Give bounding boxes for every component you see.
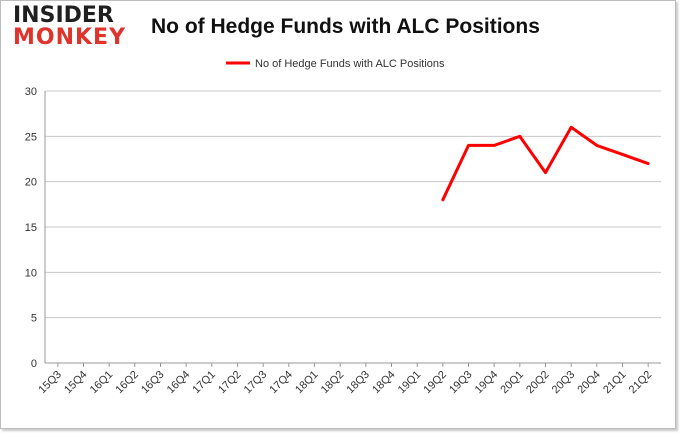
- x-tick-label-17Q1: 17Q1: [190, 369, 218, 397]
- x-tick-label-16Q3: 16Q3: [139, 369, 167, 397]
- series-lines: [441, 125, 650, 202]
- x-tick-label-16Q4: 16Q4: [165, 369, 193, 397]
- x-tick-label-20Q3: 20Q3: [550, 369, 578, 397]
- y-tick-label-0: 0: [31, 358, 37, 370]
- x-tick-label-15Q4: 15Q4: [62, 369, 90, 397]
- legend: No of Hedge Funds with ALC Positions: [226, 58, 445, 70]
- logo-text-bottom: MONKEY: [13, 25, 127, 50]
- x-tick-label-18Q3: 18Q3: [344, 369, 372, 397]
- y-tick-label-10: 10: [25, 267, 37, 279]
- insider-monkey-logo: INSIDER MONKEY: [13, 5, 131, 49]
- x-tick-label-18Q1: 18Q1: [293, 369, 321, 397]
- chart-title: No of Hedge Funds with ALC Positions: [151, 15, 540, 38]
- legend-entry-label: No of Hedge Funds with ALC Positions: [255, 58, 445, 70]
- x-tick-label-17Q4: 17Q4: [267, 369, 295, 397]
- x-tick-label-20Q4: 20Q4: [575, 369, 603, 397]
- x-tick-label-21Q2: 21Q2: [627, 369, 655, 397]
- x-tick-label-16Q1: 16Q1: [88, 369, 116, 397]
- y-tick-label-15: 15: [25, 222, 37, 234]
- y-tick-labels: 0 5 10 15 20 25 30: [25, 86, 37, 370]
- axes: [44, 91, 661, 367]
- x-tick-label-15Q3: 15Q3: [36, 369, 64, 397]
- logo-text-top: INSIDER: [13, 3, 114, 28]
- y-tick-label-20: 20: [25, 177, 37, 189]
- x-tick-label-19Q4: 19Q4: [473, 369, 501, 397]
- series-line-0: [441, 125, 650, 202]
- grid-lines: [45, 90, 661, 319]
- y-tick-label-25: 25: [25, 131, 37, 143]
- x-tick-label-18Q2: 18Q2: [319, 369, 347, 397]
- x-tick-label-17Q3: 17Q3: [242, 369, 270, 397]
- x-tick-label-16Q2: 16Q2: [113, 369, 141, 397]
- x-tick-label-19Q3: 19Q3: [447, 369, 475, 397]
- x-tick-label-20Q1: 20Q1: [498, 369, 526, 397]
- y-tick-label-5: 5: [31, 313, 37, 325]
- x-tick-label-18Q4: 18Q4: [370, 369, 398, 397]
- x-tick-label-21Q1: 21Q1: [601, 369, 629, 397]
- y-tick-label-30: 30: [25, 86, 37, 98]
- x-tick-label-20Q2: 20Q2: [524, 369, 552, 397]
- x-tick-label-19Q1: 19Q1: [396, 369, 424, 397]
- x-tick-label-17Q2: 17Q2: [216, 369, 244, 397]
- x-tick-label-19Q2: 19Q2: [421, 369, 449, 397]
- x-tick-labels: 15Q315Q416Q116Q216Q316Q417Q117Q217Q317Q4…: [36, 369, 654, 397]
